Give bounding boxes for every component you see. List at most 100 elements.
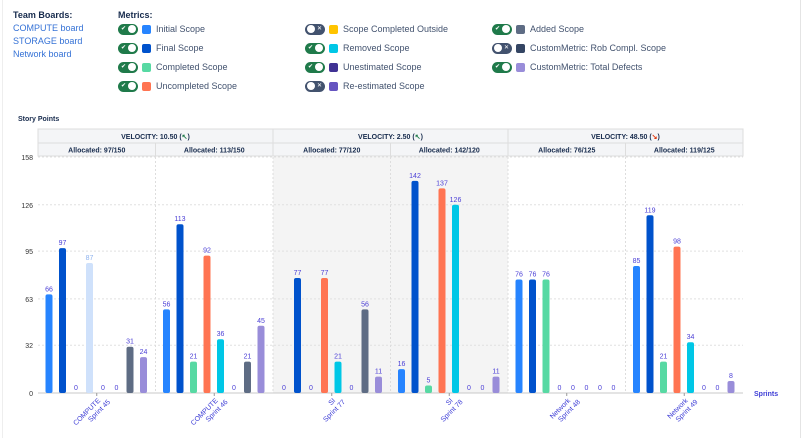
color-swatch: [142, 62, 151, 72]
bar-value-label: 87: [86, 255, 94, 262]
team-boards: Team Boards: COMPUTE board STORAGE board…: [13, 10, 84, 62]
metric-toggle[interactable]: ✔: [118, 23, 138, 35]
bar-value-label: 36: [217, 331, 225, 338]
bar-custommetric-total-defects[interactable]: [257, 325, 265, 393]
x-icon: ✕: [316, 82, 322, 89]
velocity-label: VELOCITY: 2.50 (↖): [358, 134, 423, 141]
color-swatch: [516, 43, 525, 53]
allocated-label: Allocated: 119/125: [654, 148, 715, 155]
bar-value-label: 126: [450, 197, 462, 204]
metric-toggle[interactable]: ✕: [305, 23, 325, 35]
metric-toggle[interactable]: ✔: [305, 61, 325, 73]
bar-value-label: 0: [232, 385, 236, 392]
check-icon: ✔: [121, 25, 127, 32]
color-swatch: [142, 24, 151, 34]
bar-removed-scope[interactable]: [334, 361, 342, 393]
bar-uncompleted-scope[interactable]: [321, 277, 328, 393]
bar-removed-scope[interactable]: [217, 339, 224, 393]
x-tick-label: NetworkSprint 49: [667, 393, 700, 426]
velocity-label: VELOCITY: 48.50 (↘): [591, 134, 660, 141]
bar-value-label: 0: [115, 385, 119, 392]
metric-toggle[interactable]: ✕: [492, 42, 512, 54]
bar-initial-scope[interactable]: [515, 279, 523, 393]
metric-toggle[interactable]: ✔: [118, 80, 138, 92]
bar-initial-scope[interactable]: [398, 369, 405, 393]
bar-value-label: 0: [585, 385, 589, 392]
metric-toggle[interactable]: ✔: [305, 42, 325, 54]
metric-label: CustomMetric: Total Defects: [530, 62, 643, 72]
y-tick-label: 158: [21, 155, 33, 162]
metric-toggle[interactable]: ✔: [492, 61, 512, 73]
board-link-storage[interactable]: STORAGE board: [13, 36, 83, 46]
metric-label: Final Scope: [156, 43, 204, 53]
metric-toggle[interactable]: ✔: [492, 23, 512, 35]
metric-item: ✔ Initial Scope: [118, 22, 305, 36]
bar-initial-scope[interactable]: [633, 266, 640, 393]
check-icon: ✔: [308, 44, 314, 51]
bar-value-label: 45: [257, 318, 265, 325]
bar-value-label: 0: [558, 385, 562, 392]
bar-uncompleted-scope[interactable]: [438, 188, 446, 393]
bar-uncompleted-scope[interactable]: [86, 263, 93, 393]
bar-custommetric-total-defects[interactable]: [375, 376, 382, 393]
color-swatch: [142, 43, 151, 53]
bar-value-label: 21: [190, 354, 198, 361]
team-boards-title: Team Boards:: [13, 10, 73, 20]
bar-added-scope[interactable]: [126, 346, 134, 393]
board-link-network[interactable]: Network board: [13, 49, 72, 59]
bar-added-scope[interactable]: [244, 361, 251, 393]
bar-final-scope[interactable]: [646, 215, 654, 393]
bar-final-scope[interactable]: [176, 224, 184, 393]
metric-item: ✔ CustomMetric: Total Defects: [492, 60, 679, 74]
metric-toggle[interactable]: ✔: [118, 61, 138, 73]
bar-value-label: 21: [334, 354, 342, 361]
bar-completed-scope[interactable]: [190, 361, 197, 393]
bar-value-label: 0: [309, 385, 313, 392]
y-tick-label: 63: [25, 297, 33, 304]
bar-custommetric-total-defects[interactable]: [492, 376, 500, 393]
metric-label: Scope Completed Outside: [343, 24, 449, 34]
bar-value-label: 8: [729, 373, 733, 380]
trend-up-icon: ↖: [182, 134, 188, 141]
bar-value-label: 0: [467, 385, 471, 392]
bar-value-label: 0: [702, 385, 706, 392]
bar-removed-scope[interactable]: [452, 204, 459, 393]
bar-final-scope[interactable]: [294, 277, 301, 393]
metric-toggle[interactable]: ✕: [305, 80, 325, 92]
bar-value-label: 0: [101, 385, 105, 392]
bar-value-label: 98: [673, 239, 681, 246]
x-icon: ✕: [503, 44, 509, 51]
metric-toggle[interactable]: ✔: [118, 42, 138, 54]
bar-uncompleted-scope[interactable]: [203, 255, 211, 393]
bar-value-label: 0: [612, 385, 616, 392]
bar-value-label: 66: [45, 286, 53, 293]
y-tick-label: 126: [21, 203, 33, 210]
color-swatch: [329, 81, 338, 91]
bar-value-label: 113: [174, 216, 185, 223]
velocity-value: VELOCITY: 2.50: [358, 134, 410, 141]
bar-completed-scope[interactable]: [542, 279, 550, 393]
bar-final-scope[interactable]: [529, 279, 536, 393]
bar-uncompleted-scope[interactable]: [673, 246, 681, 393]
metric-item: ✔ Uncompleted Scope: [118, 79, 305, 93]
x-axis-title: Sprints: [754, 391, 778, 398]
bar-completed-scope[interactable]: [425, 385, 432, 393]
x-tick-label: COMPUTESprint 46: [190, 393, 230, 433]
metric-label: CustomMetric: Rob Compl. Scope: [530, 43, 667, 53]
bar-value-label: 92: [203, 248, 211, 255]
bar-initial-scope[interactable]: [163, 309, 170, 393]
bar-initial-scope[interactable]: [45, 294, 53, 393]
bar-final-scope[interactable]: [59, 248, 66, 393]
color-swatch: [516, 24, 525, 34]
board-link-compute[interactable]: COMPUTE board: [13, 23, 84, 33]
bar-added-scope[interactable]: [361, 309, 369, 393]
bar-custommetric-total-defects[interactable]: [727, 381, 735, 393]
bar-final-scope[interactable]: [411, 180, 419, 393]
bar-removed-scope[interactable]: [687, 342, 694, 393]
bar-completed-scope[interactable]: [660, 361, 667, 393]
bar-custommetric-total-defects[interactable]: [140, 357, 147, 393]
y-tick-label: 0: [29, 391, 33, 398]
metric-item: ✕ CustomMetric: Rob Compl. Scope: [492, 41, 679, 55]
bar-value-label: 97: [59, 240, 67, 247]
